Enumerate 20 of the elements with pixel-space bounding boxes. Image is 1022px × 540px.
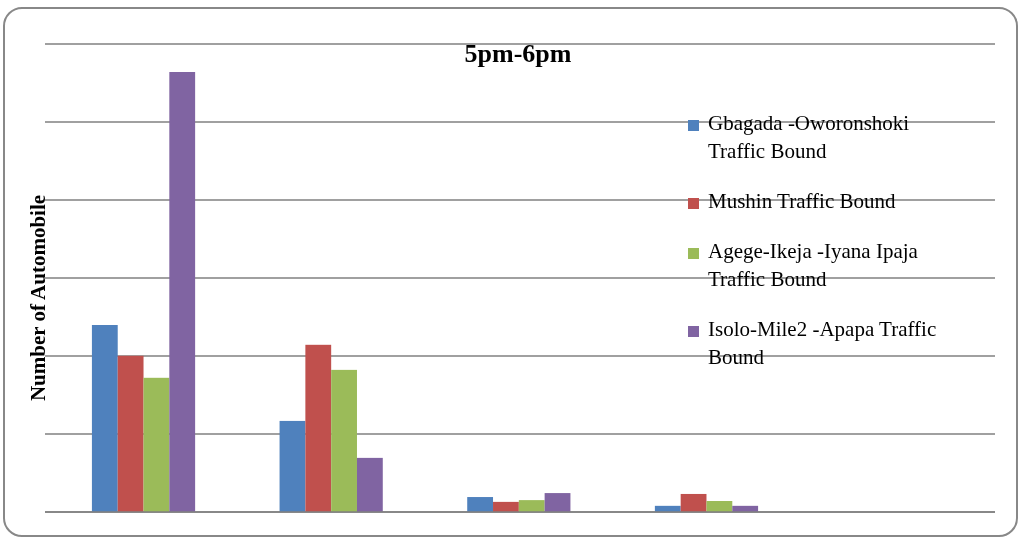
bar xyxy=(169,72,196,512)
bar xyxy=(493,501,519,512)
bar xyxy=(117,355,144,512)
bar xyxy=(279,420,306,512)
bar xyxy=(544,493,571,512)
legend-label: Gbagada -Oworonshoki Traffic Bound xyxy=(708,111,910,163)
bar xyxy=(518,500,545,512)
y-axis-title: Number of Automobile xyxy=(26,194,50,402)
legend-label: Isolo-Mile2 -Apapa Traffic Bound xyxy=(708,317,937,369)
bar xyxy=(91,325,118,512)
legend-label: Agege-Ikeja -Iyana Ipaja Traffic Bound xyxy=(708,239,919,291)
bar xyxy=(331,369,357,512)
bar xyxy=(305,344,332,512)
bar xyxy=(467,497,494,512)
bar xyxy=(356,457,383,512)
bar xyxy=(143,377,170,512)
legend-label: Mushin Traffic Bound xyxy=(708,189,896,213)
chart-title: 5pm-6pm xyxy=(464,39,572,68)
bar xyxy=(706,501,733,512)
bar xyxy=(680,493,707,512)
